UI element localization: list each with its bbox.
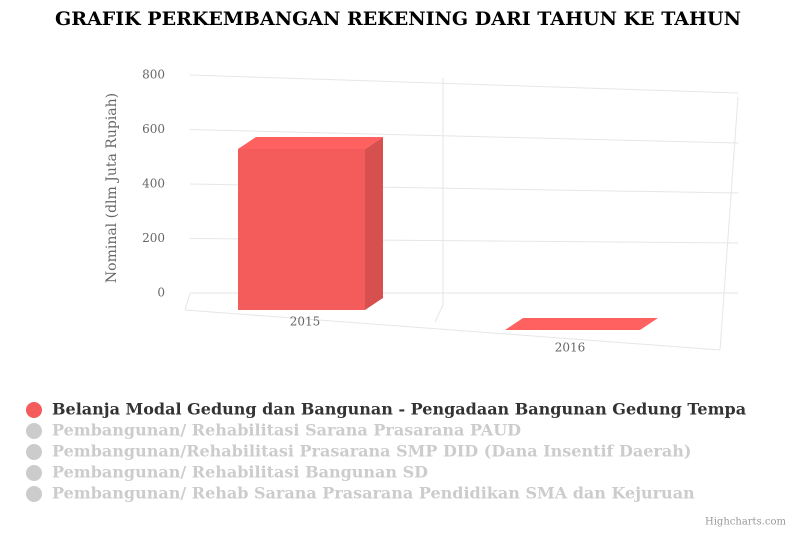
chart-title: GRAFIK PERKEMBANGAN REKENING DARI TAHUN … — [55, 8, 741, 30]
x-tick-label: 2016 — [555, 341, 586, 355]
legend-marker[interactable] — [26, 423, 42, 439]
y-tick-label: 600 — [142, 122, 165, 136]
y-axis-label: Nominal (dlm Juta Rupiah) — [104, 93, 120, 283]
y-tick-label: 200 — [142, 231, 165, 245]
x-tick-label: 2015 — [290, 315, 321, 329]
legend-item[interactable]: Belanja Modal Gedung dan Bangunan - Peng… — [52, 400, 746, 419]
legend-item[interactable]: Pembangunan/Rehabilitasi Prasarana SMP D… — [52, 442, 691, 461]
y-tick-label: 800 — [142, 68, 165, 82]
axis-frame — [184, 78, 739, 351]
bar-side — [365, 137, 383, 310]
legend-marker[interactable] — [26, 444, 42, 460]
bar — [238, 149, 365, 310]
grid-line — [189, 129, 739, 144]
legend-marker[interactable] — [26, 402, 42, 418]
legend-item[interactable]: Pembangunan/ Rehabilitasi Bangunan SD — [52, 463, 428, 482]
legend-item[interactable]: Pembangunan/ Rehabilitasi Sarana Prasara… — [52, 421, 521, 440]
bar-top — [238, 137, 383, 149]
legend-marker[interactable] — [26, 486, 42, 502]
grid-line — [189, 74, 739, 94]
y-tick-label: 0 — [157, 286, 165, 300]
credits: Highcharts.com — [705, 517, 786, 528]
legend-marker[interactable] — [26, 465, 42, 481]
legend-item[interactable]: Pembangunan/ Rehab Sarana Prasarana Pend… — [52, 484, 695, 503]
y-tick-label: 400 — [142, 177, 165, 191]
bar-top — [505, 318, 658, 330]
